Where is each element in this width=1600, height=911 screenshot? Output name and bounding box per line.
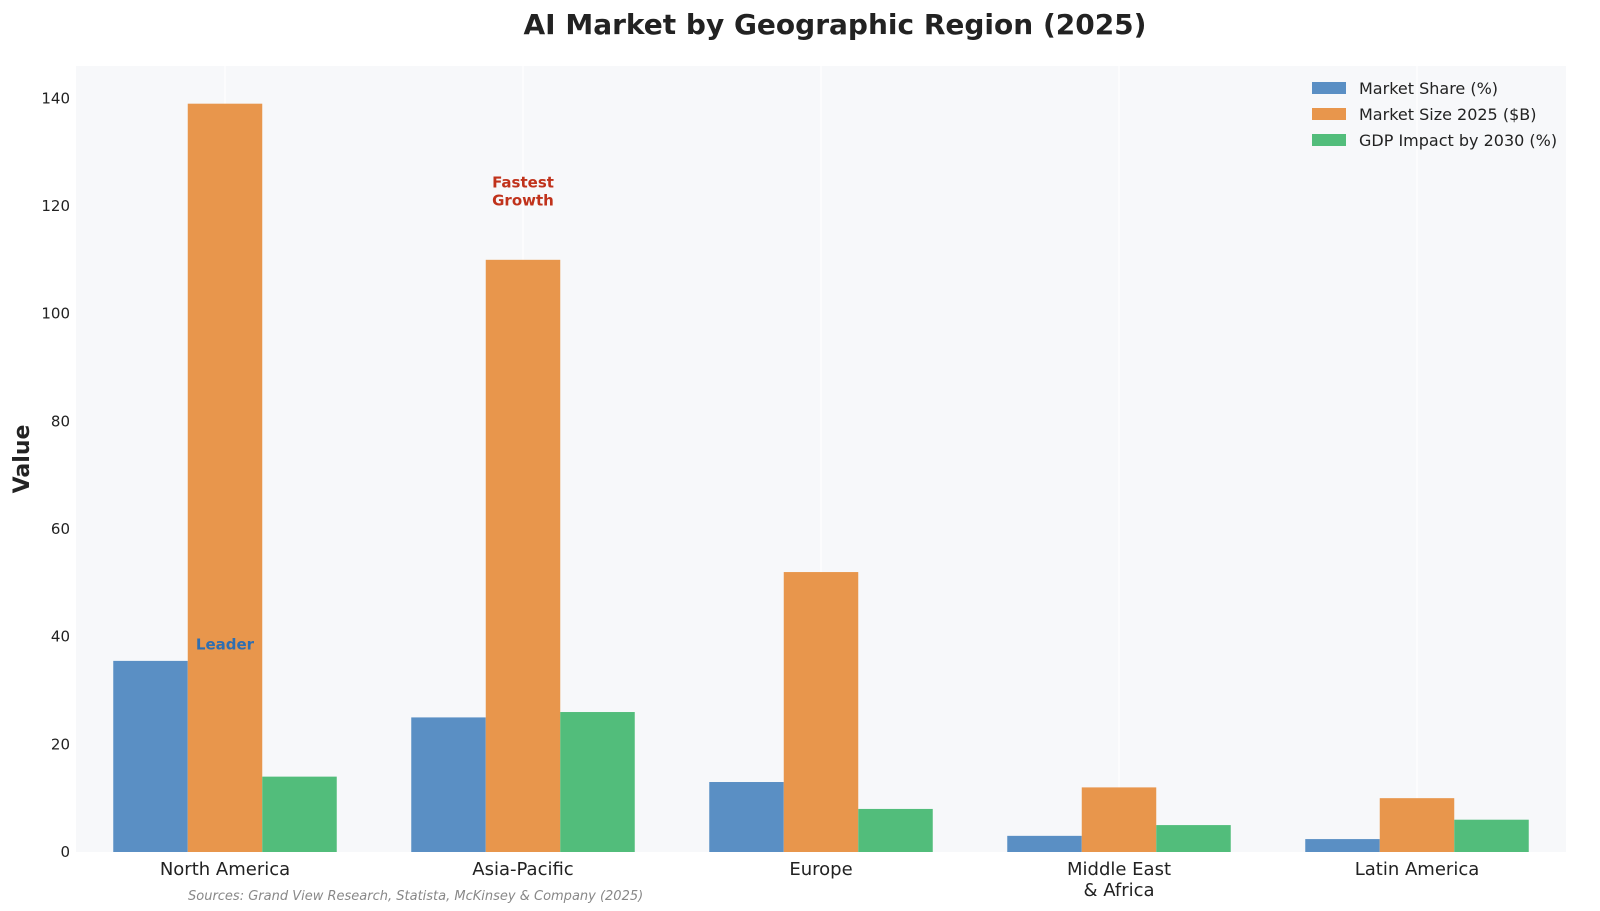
x-tick-label-line: Asia-Pacific (472, 859, 573, 880)
source-note: Sources: Grand View Research, Statista, … (188, 889, 643, 904)
bar-2-3 (1156, 825, 1231, 852)
x-axis: North America Asia-Pacific Europe Middle Ea… (160, 859, 1479, 901)
x-tick-label-line: Europe (789, 859, 852, 880)
bar-1-0 (187, 103, 263, 852)
legend: Market Share (%) Market Size 2025 ($B) GDP… (1312, 79, 1557, 150)
x-tick-label-line: Middle East (1067, 859, 1171, 880)
bar-0-2 (709, 782, 784, 852)
y-tick-label: 20 (51, 735, 70, 753)
x-tick-label-line: North America (160, 859, 290, 880)
y-tick-label: 100 (41, 305, 70, 323)
bar-0-1 (411, 717, 486, 852)
x-tick-label-line: & Africa (1083, 880, 1154, 901)
annotation-1: Fastest Growth (492, 174, 554, 210)
y-tick-label: 80 (51, 412, 70, 430)
legend-label: GDP Impact by 2030 (%) (1359, 131, 1557, 150)
bar-2-0 (262, 776, 337, 852)
y-tick-label: 40 (51, 628, 70, 646)
x-tick-label: Asia-Pacific (472, 859, 573, 880)
annotations: Leader Fastest Growth (196, 174, 554, 654)
y-axis: 0 20 40 60 80 100 120 140 (41, 89, 70, 861)
bar-2-2 (858, 808, 933, 852)
bar-2-4 (1454, 819, 1529, 852)
y-tick-label: 0 (60, 843, 70, 861)
annotation-line: Fastest (492, 174, 554, 192)
legend-swatch (1312, 82, 1346, 94)
chart-title: AI Market by Geographic Region (2025) (524, 8, 1147, 41)
x-tick-label-line: Latin America (1355, 859, 1480, 880)
bar-0-4 (1305, 839, 1380, 852)
y-tick-label: 60 (51, 520, 70, 538)
legend-swatch (1312, 134, 1346, 146)
x-tick-label: Latin America (1355, 859, 1480, 880)
bar-1-2 (783, 572, 859, 852)
bar-2-1 (560, 712, 635, 852)
y-tick-label: 120 (41, 197, 70, 215)
legend-label: Market Share (%) (1359, 79, 1498, 98)
bar-1-4 (1379, 798, 1455, 852)
bars-layer (113, 103, 1529, 852)
legend-label: Market Size 2025 ($B) (1359, 105, 1536, 124)
bar-1-1 (485, 259, 561, 852)
bar-0-3 (1007, 835, 1082, 852)
y-tick-label: 140 (41, 89, 70, 107)
bar-0-0 (113, 660, 188, 852)
x-tick-label: North America (160, 859, 290, 880)
annotation-line: Growth (492, 192, 554, 210)
annotation-0: Leader (196, 636, 255, 654)
x-tick-label: Middle East & Africa (1067, 859, 1171, 901)
bar-1-3 (1081, 787, 1157, 852)
annotation-line: Leader (196, 636, 255, 654)
y-axis-label: Value (10, 425, 35, 494)
legend-swatch (1312, 108, 1346, 120)
x-tick-label: Europe (789, 859, 852, 880)
